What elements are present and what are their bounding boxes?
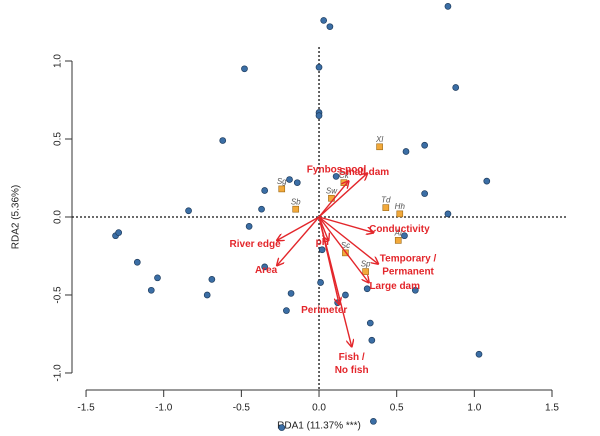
species-label: Sg [277, 177, 287, 186]
site-point [278, 424, 286, 431]
site-point [241, 65, 248, 73]
y-tick-label: 0.5 [53, 132, 64, 146]
x-tick-label: 0.0 [312, 403, 326, 414]
site-point [320, 17, 328, 24]
site-point [475, 350, 483, 358]
site-point [293, 179, 301, 187]
x-tick-label: -1.5 [77, 403, 95, 414]
site-point [411, 286, 419, 294]
site-point [208, 276, 216, 283]
species-point [394, 237, 402, 244]
site-point [421, 141, 428, 149]
vector-label: Area [255, 265, 278, 276]
site-point [318, 246, 326, 254]
vector-arrow [318, 216, 352, 346]
species-point [376, 143, 383, 151]
y-axis-title: RDA2 (5.36%) [11, 185, 22, 249]
site-point [147, 286, 155, 294]
vector-label: Temporary / [380, 253, 437, 264]
species-point [396, 210, 404, 218]
site-point [402, 148, 410, 155]
vector-label: Fynbos pool [307, 165, 367, 176]
site-point [317, 279, 324, 286]
species-point [362, 268, 369, 275]
site-point [332, 173, 340, 180]
vector-label: Perimeter [301, 305, 347, 316]
y-tick-label: 0.0 [53, 210, 64, 224]
x-tick-label: 1.5 [545, 403, 559, 414]
species-label: Al [394, 228, 402, 237]
x-tick-label: 0.5 [390, 403, 404, 414]
y-tick-label: -1.0 [53, 364, 64, 382]
vector-label: Small dam [339, 167, 389, 178]
site-point [363, 285, 371, 293]
site-point [370, 417, 377, 425]
x-tick-label: -0.5 [233, 403, 251, 414]
x-tick-label: 1.0 [467, 403, 481, 414]
site-point [444, 210, 452, 218]
site-point [261, 263, 269, 271]
site-point [258, 205, 265, 213]
site-point [219, 137, 227, 144]
site-point [133, 258, 141, 266]
site-point [421, 190, 428, 197]
vector-label: Permanent [382, 266, 434, 277]
site-point [283, 307, 290, 314]
site-point [366, 319, 374, 327]
site-point [483, 177, 491, 185]
site-point [326, 23, 334, 31]
site-point [154, 274, 161, 282]
vector-arrow [318, 173, 367, 218]
species-label: Xl [375, 135, 383, 144]
site-point [452, 84, 460, 91]
site-point [315, 112, 323, 119]
vector-label: No fish [335, 365, 369, 376]
site-point [287, 290, 295, 297]
x-axis-title: RDA1 (11.37% ***) [277, 421, 361, 432]
species-point [278, 185, 286, 193]
site-point [315, 63, 323, 71]
vector-arrow [277, 216, 320, 265]
site-point [368, 336, 376, 344]
species-point [382, 204, 390, 211]
vector-arrow [318, 216, 378, 264]
site-point [245, 222, 253, 230]
vector-arrow [318, 216, 373, 233]
species-label: Ck [339, 171, 350, 180]
site-point [203, 291, 211, 299]
species-point [292, 205, 300, 213]
species-label: Sc [341, 241, 350, 250]
species-label: Sb [291, 197, 301, 206]
vector-label: River edge [230, 239, 282, 250]
site-point [401, 232, 408, 240]
vector-label: Fish / [339, 352, 365, 363]
site-point [444, 3, 452, 10]
vector-label: Large dam [369, 281, 420, 292]
site-point [261, 187, 269, 194]
site-point [115, 229, 123, 236]
site-point [286, 176, 293, 183]
vector-arrow [318, 216, 369, 283]
species-label: Sp [361, 260, 371, 269]
y-tick-label: -0.5 [53, 286, 64, 304]
species-label: Sw [326, 186, 338, 195]
vector-label: Conductivity [369, 224, 430, 235]
x-tick-label: -1.0 [155, 403, 173, 414]
species-label: Hh [395, 202, 406, 211]
vector-arrow [277, 216, 320, 240]
vector-arrow [318, 181, 349, 218]
site-point [342, 291, 349, 299]
species-label: Td [381, 196, 391, 205]
y-tick-label: 1.0 [53, 54, 64, 68]
vector-label: pH [316, 237, 329, 248]
site-point [185, 207, 192, 215]
